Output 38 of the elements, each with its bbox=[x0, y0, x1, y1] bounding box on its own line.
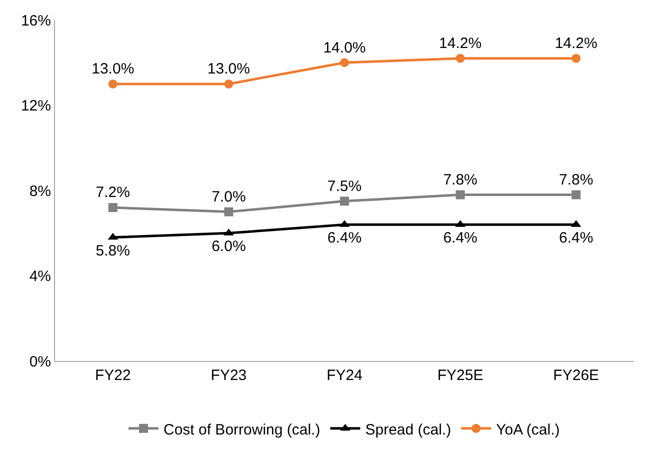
data-label: 6.4% bbox=[327, 229, 362, 246]
y-tick-label: 0% bbox=[29, 353, 51, 370]
data-label: 7.5% bbox=[327, 178, 362, 195]
point bbox=[572, 190, 581, 200]
x-tick-label: FY25E bbox=[437, 367, 484, 384]
x-tick-label: FY23 bbox=[210, 367, 247, 384]
point bbox=[456, 54, 465, 63]
legend-label: Spread (cal.) bbox=[365, 421, 452, 438]
point bbox=[340, 196, 349, 206]
data-label: 7.2% bbox=[96, 184, 130, 202]
point bbox=[572, 54, 581, 63]
legend-label: Cost of Borrowing (cal.) bbox=[164, 421, 320, 438]
data-label: 7.0% bbox=[212, 188, 246, 206]
data-label: 14.2% bbox=[439, 34, 482, 52]
data-label: 6.4% bbox=[559, 229, 594, 246]
data-label: 13.0% bbox=[207, 60, 250, 78]
point bbox=[456, 190, 465, 200]
point bbox=[340, 58, 349, 68]
data-label: 5.8% bbox=[96, 242, 130, 260]
point bbox=[224, 207, 234, 216]
data-label: 14.2% bbox=[554, 34, 598, 52]
point bbox=[108, 203, 118, 212]
x-tick-label: FY26E bbox=[553, 367, 600, 384]
data-label: 7.8% bbox=[443, 171, 478, 188]
point bbox=[108, 79, 118, 88]
data-label: 6.0% bbox=[212, 238, 246, 256]
data-label: 13.0% bbox=[92, 60, 134, 78]
y-tick-label: 8% bbox=[29, 182, 51, 200]
data-label: 6.4% bbox=[443, 229, 478, 246]
x-tick-label: FY24 bbox=[326, 367, 362, 384]
y-tick-label: 4% bbox=[29, 268, 51, 285]
data-label: 7.8% bbox=[559, 171, 594, 188]
y-tick-label: 16% bbox=[20, 12, 51, 30]
x-tick-label: FY22 bbox=[94, 367, 131, 384]
y-tick-label: 12% bbox=[20, 98, 51, 114]
point bbox=[224, 79, 234, 88]
legend-label: YoA (cal.) bbox=[496, 421, 560, 438]
data-label: 14.0% bbox=[323, 39, 366, 56]
